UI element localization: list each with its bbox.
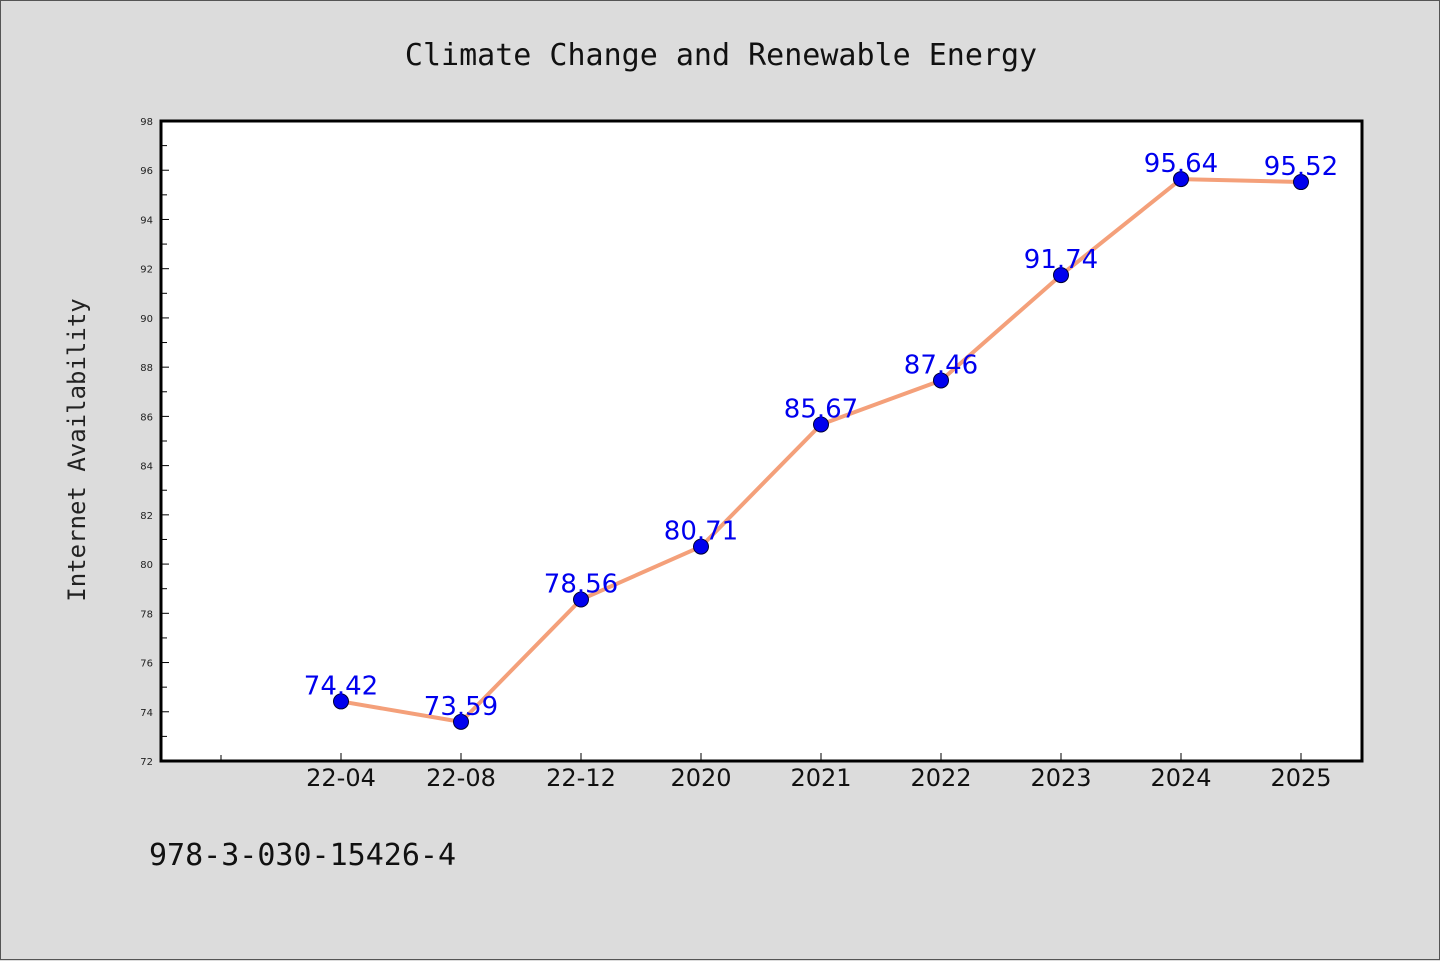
plot-area [159, 119, 1364, 763]
x-tick-label: 2020 [670, 764, 731, 792]
y-tick-label: 94 [140, 215, 153, 226]
x-tick-label: 22-08 [426, 764, 496, 792]
x-tick-label: 2025 [1270, 764, 1331, 792]
y-tick-label: 72 [140, 757, 153, 768]
y-tick-label: 98 [140, 117, 153, 128]
y-tick-label: 80 [140, 560, 153, 571]
y-tick-label: 86 [140, 412, 153, 423]
x-tick-label: 22-04 [306, 764, 376, 792]
data-label: 95.52 [1264, 152, 1338, 182]
data-point [453, 713, 469, 730]
x-tick-label: 22-12 [546, 764, 616, 792]
data-point [1053, 267, 1069, 284]
y-tick-label: 92 [140, 265, 153, 276]
y-tick-label: 84 [140, 462, 153, 473]
y-tick-label: 76 [140, 659, 153, 670]
data-label: 74.42 [304, 671, 378, 701]
data-label: 87.46 [904, 350, 978, 380]
y-axis-label: Internet Availability [63, 298, 91, 601]
data-point [1293, 174, 1309, 191]
y-tick-label: 82 [140, 511, 153, 522]
data-point [333, 693, 349, 710]
chart-title: Climate Change and Renewable Energy [405, 38, 1037, 73]
y-axis: 72 74 76 78 80 82 84 86 88 90 92 94 96 98 [140, 117, 169, 768]
series-group: 74.42 73.59 78.56 80.71 85.67 87.46 91.74 95.64… [304, 149, 1338, 730]
data-label: 95.64 [1144, 149, 1218, 179]
data-label: 91.74 [1024, 245, 1098, 275]
x-tick-label: 2022 [910, 764, 971, 792]
x-tick-label: 2024 [1150, 764, 1211, 792]
data-label: 78.56 [544, 570, 618, 600]
y-tick-label: 88 [140, 363, 153, 374]
data-point [573, 591, 589, 608]
x-tick-label: 2023 [1030, 764, 1091, 792]
y-tick-label: 90 [140, 314, 153, 325]
y-tick-label: 96 [140, 166, 153, 177]
data-point [693, 538, 709, 555]
data-point [813, 416, 829, 433]
x-axis: 22-04 22-08 22-12 2020 2021 2022 2023 2024 2025 [220, 753, 1332, 792]
data-label: 80.71 [664, 517, 738, 547]
x-tick-label: 2021 [790, 764, 851, 792]
footer-identifier: 978-3-030-15426-4 [149, 838, 456, 873]
data-label: 85.67 [784, 395, 858, 425]
data-point [933, 372, 949, 389]
y-tick-label: 78 [140, 609, 153, 620]
y-tick-label: 74 [140, 708, 153, 719]
data-label: 73.59 [424, 692, 498, 722]
data-point [1173, 171, 1189, 188]
